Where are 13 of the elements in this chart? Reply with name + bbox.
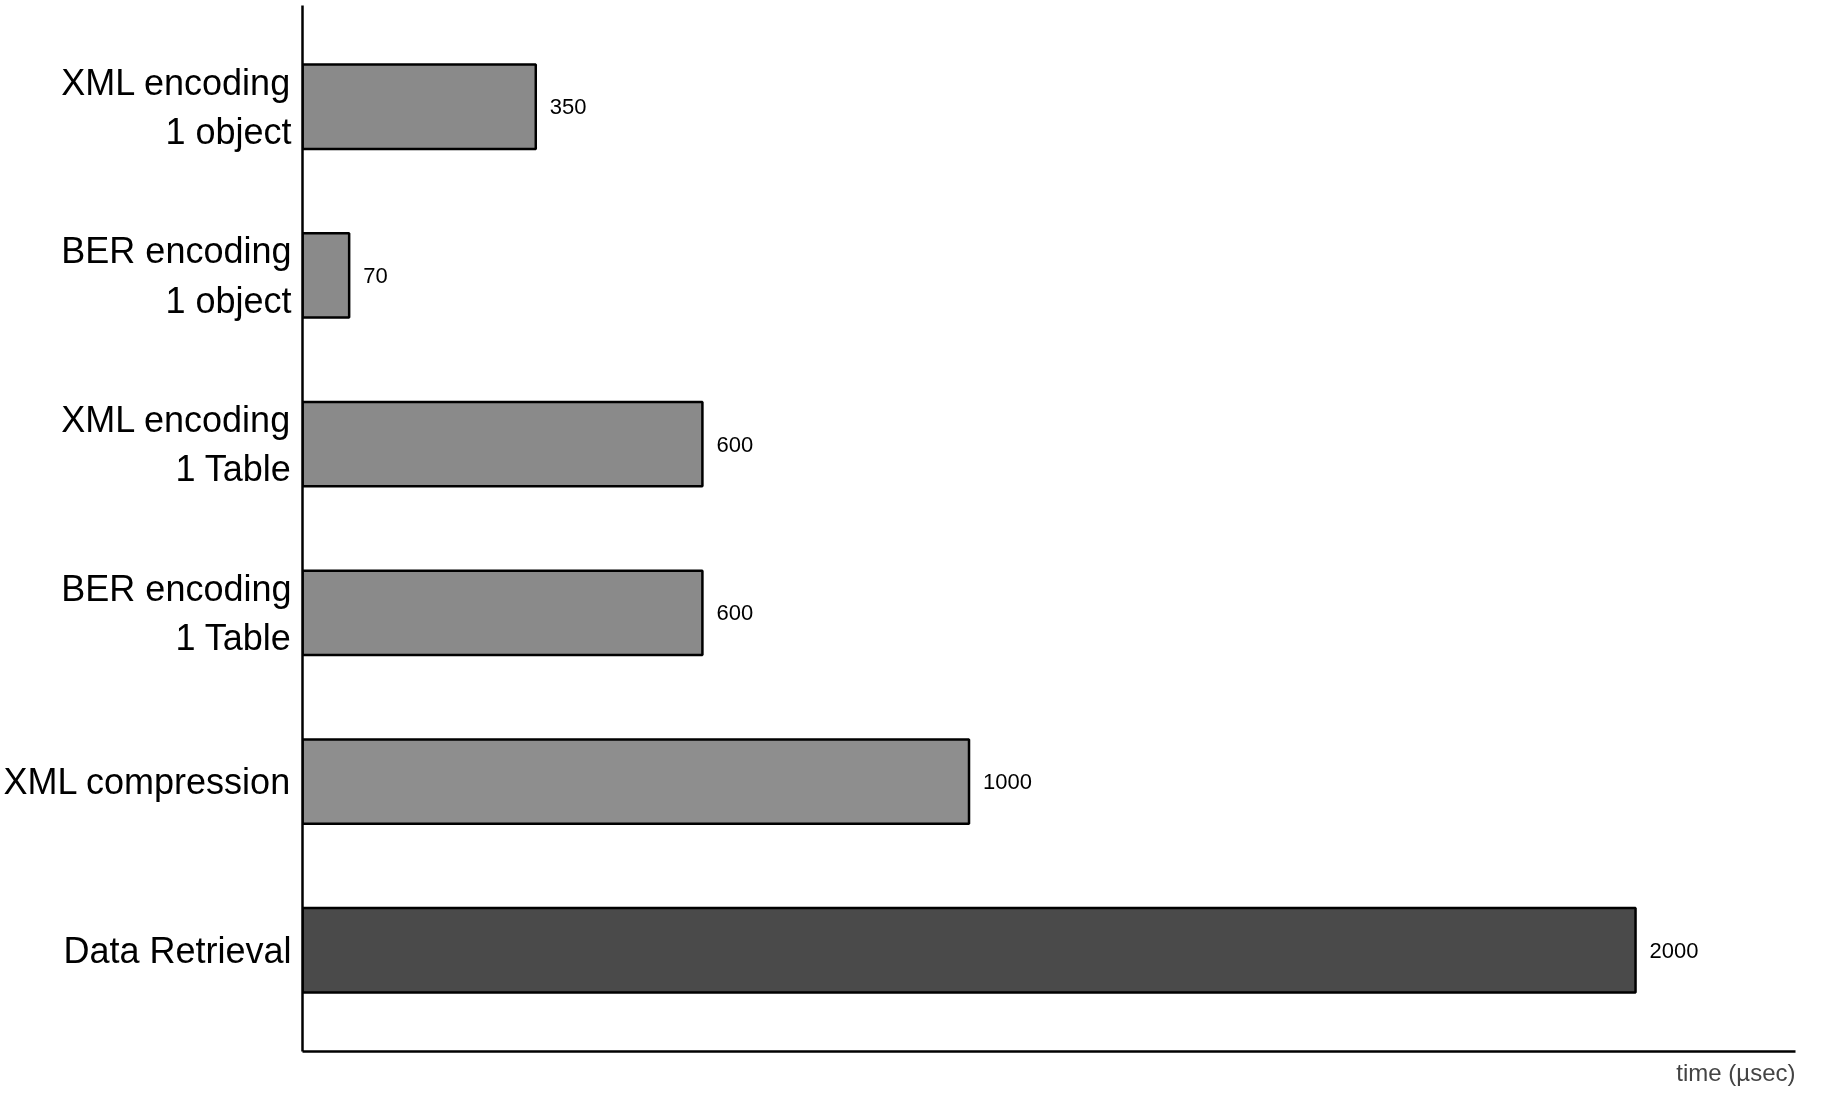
data-label: 2000 bbox=[1649, 937, 1699, 963]
x-axis-title: time (µsec) bbox=[1676, 1058, 1796, 1086]
data-label: 350 bbox=[549, 94, 587, 120]
data-label: 600 bbox=[716, 600, 754, 626]
y-tick-label: XML encoding 1 object bbox=[61, 61, 292, 152]
y-tick-label: BER encoding 1 Table bbox=[61, 567, 292, 658]
data-label: 70 bbox=[363, 262, 388, 288]
y-tick-label: BER encoding 1 object bbox=[61, 230, 292, 321]
y-tick-label: XML compression bbox=[3, 761, 291, 803]
data-label: 600 bbox=[716, 431, 754, 457]
y-tick-label: Data Retrieval bbox=[63, 929, 292, 971]
y-tick-label: XML encoding 1 Table bbox=[61, 399, 291, 490]
data-label: 1000 bbox=[983, 769, 1032, 795]
